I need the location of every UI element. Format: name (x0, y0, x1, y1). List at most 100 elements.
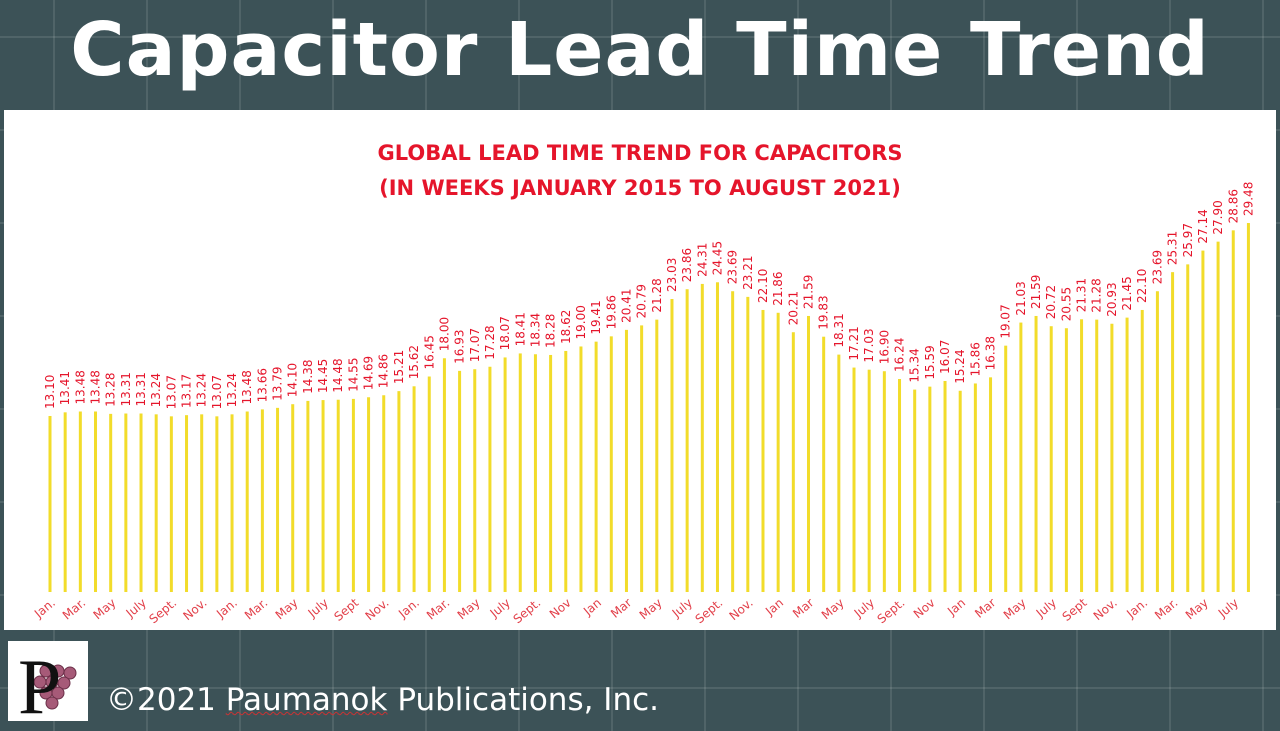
data-label: 22.10 (756, 269, 770, 303)
data-label: 13.48 (73, 370, 87, 404)
data-label: 25.97 (1181, 223, 1195, 257)
x-tick-label: Sept. (146, 596, 179, 627)
data-label: 29.48 (1241, 182, 1255, 216)
bar (837, 354, 841, 592)
data-label: 18.28 (544, 314, 558, 348)
bar (1140, 309, 1144, 592)
bar (822, 336, 826, 592)
x-tick-label: Mar (608, 596, 634, 621)
data-label: 13.31 (134, 372, 148, 406)
x-tick-label: May (455, 596, 483, 623)
chart-panel: GLOBAL LEAD TIME TREND FOR CAPACITORS (I… (4, 110, 1276, 630)
bar (291, 404, 295, 592)
bar (458, 370, 462, 592)
data-label: 13.48 (240, 370, 254, 404)
data-label: 25.31 (1166, 231, 1180, 265)
bar (898, 378, 902, 592)
x-tick-label: Sept (331, 595, 361, 623)
x-tick-label: Sept (1060, 595, 1090, 623)
bar (958, 390, 962, 592)
slide-title: Capacitor Lead Time Trend (70, 7, 1210, 93)
data-label: 17.03 (862, 328, 876, 362)
bar (382, 395, 386, 592)
bar (1171, 272, 1175, 592)
bar (943, 380, 947, 592)
x-tick-label: July (487, 596, 513, 621)
grape-p-logo-icon: P (18, 643, 77, 730)
bar (791, 332, 795, 592)
bar (882, 371, 886, 592)
bar (185, 415, 189, 592)
bar (260, 409, 264, 592)
data-label: 13.31 (119, 372, 133, 406)
data-label: 18.34 (528, 313, 542, 347)
bar (807, 315, 810, 592)
x-tick-label: Nov. (1091, 596, 1120, 624)
data-label: 20.41 (619, 289, 633, 323)
bar (442, 358, 446, 592)
data-label: 27.90 (1211, 200, 1225, 234)
bar (503, 357, 507, 592)
x-tick-label: May (91, 596, 119, 623)
bar (397, 391, 401, 592)
paumanok-logo: P (8, 641, 88, 730)
bar (1064, 328, 1068, 592)
data-label: 17.21 (847, 326, 861, 360)
data-label: 23.21 (741, 256, 755, 290)
x-tick-label: Jan (944, 596, 968, 619)
bar (715, 282, 719, 592)
bar (746, 296, 750, 592)
data-label: 14.48 (331, 358, 345, 392)
x-tick-label: July (1215, 596, 1241, 621)
bar (731, 291, 735, 592)
data-label: 13.79 (271, 366, 285, 400)
bar (351, 398, 355, 592)
bar (412, 386, 416, 592)
data-label: 13.24 (195, 373, 209, 407)
bar (1155, 291, 1159, 592)
x-tick-label: May (273, 596, 301, 623)
bar (94, 411, 98, 592)
data-label: 19.00 (574, 305, 588, 339)
data-label: 20.21 (786, 291, 800, 325)
bar (700, 283, 704, 592)
bar (989, 377, 993, 592)
bar (928, 386, 932, 592)
x-tick-label: Mar. (60, 596, 88, 623)
data-label: 14.45 (316, 359, 330, 393)
bar (1231, 230, 1235, 592)
bar (306, 400, 310, 592)
data-label: 13.24 (225, 373, 239, 407)
bar (1216, 241, 1220, 592)
data-label: 15.86 (968, 342, 982, 376)
bar (78, 411, 82, 592)
logo-letter: P (18, 643, 61, 721)
bar (48, 415, 52, 592)
bar (367, 397, 371, 592)
x-tick-label: Mar (972, 596, 998, 621)
data-label: 14.38 (301, 360, 315, 394)
chart-subtitle: (IN WEEKS JANUARY 2015 TO AUGUST 2021) (379, 176, 901, 200)
bar (1095, 319, 1099, 592)
bar (776, 312, 780, 592)
bar (1201, 250, 1205, 592)
bar (488, 366, 492, 592)
bar (594, 341, 598, 592)
data-label: 18.31 (832, 313, 846, 347)
data-label: 21.03 (1014, 281, 1028, 315)
data-label: 24.45 (710, 241, 724, 275)
data-label: 21.28 (1090, 278, 1104, 312)
data-label: 19.41 (589, 300, 603, 334)
bar (63, 412, 67, 592)
chart-title: GLOBAL LEAD TIME TREND FOR CAPACITORS (I… (4, 136, 1276, 206)
bar (1110, 323, 1114, 592)
data-label: 21.45 (1120, 276, 1134, 310)
bar (1004, 345, 1008, 592)
x-tick-label: Nov (911, 596, 938, 622)
x-tick-label: July (669, 596, 695, 621)
bar (1034, 315, 1038, 592)
data-label: 27.14 (1196, 209, 1210, 243)
bar (124, 413, 128, 592)
bar (321, 400, 325, 592)
bar (1186, 264, 1190, 592)
